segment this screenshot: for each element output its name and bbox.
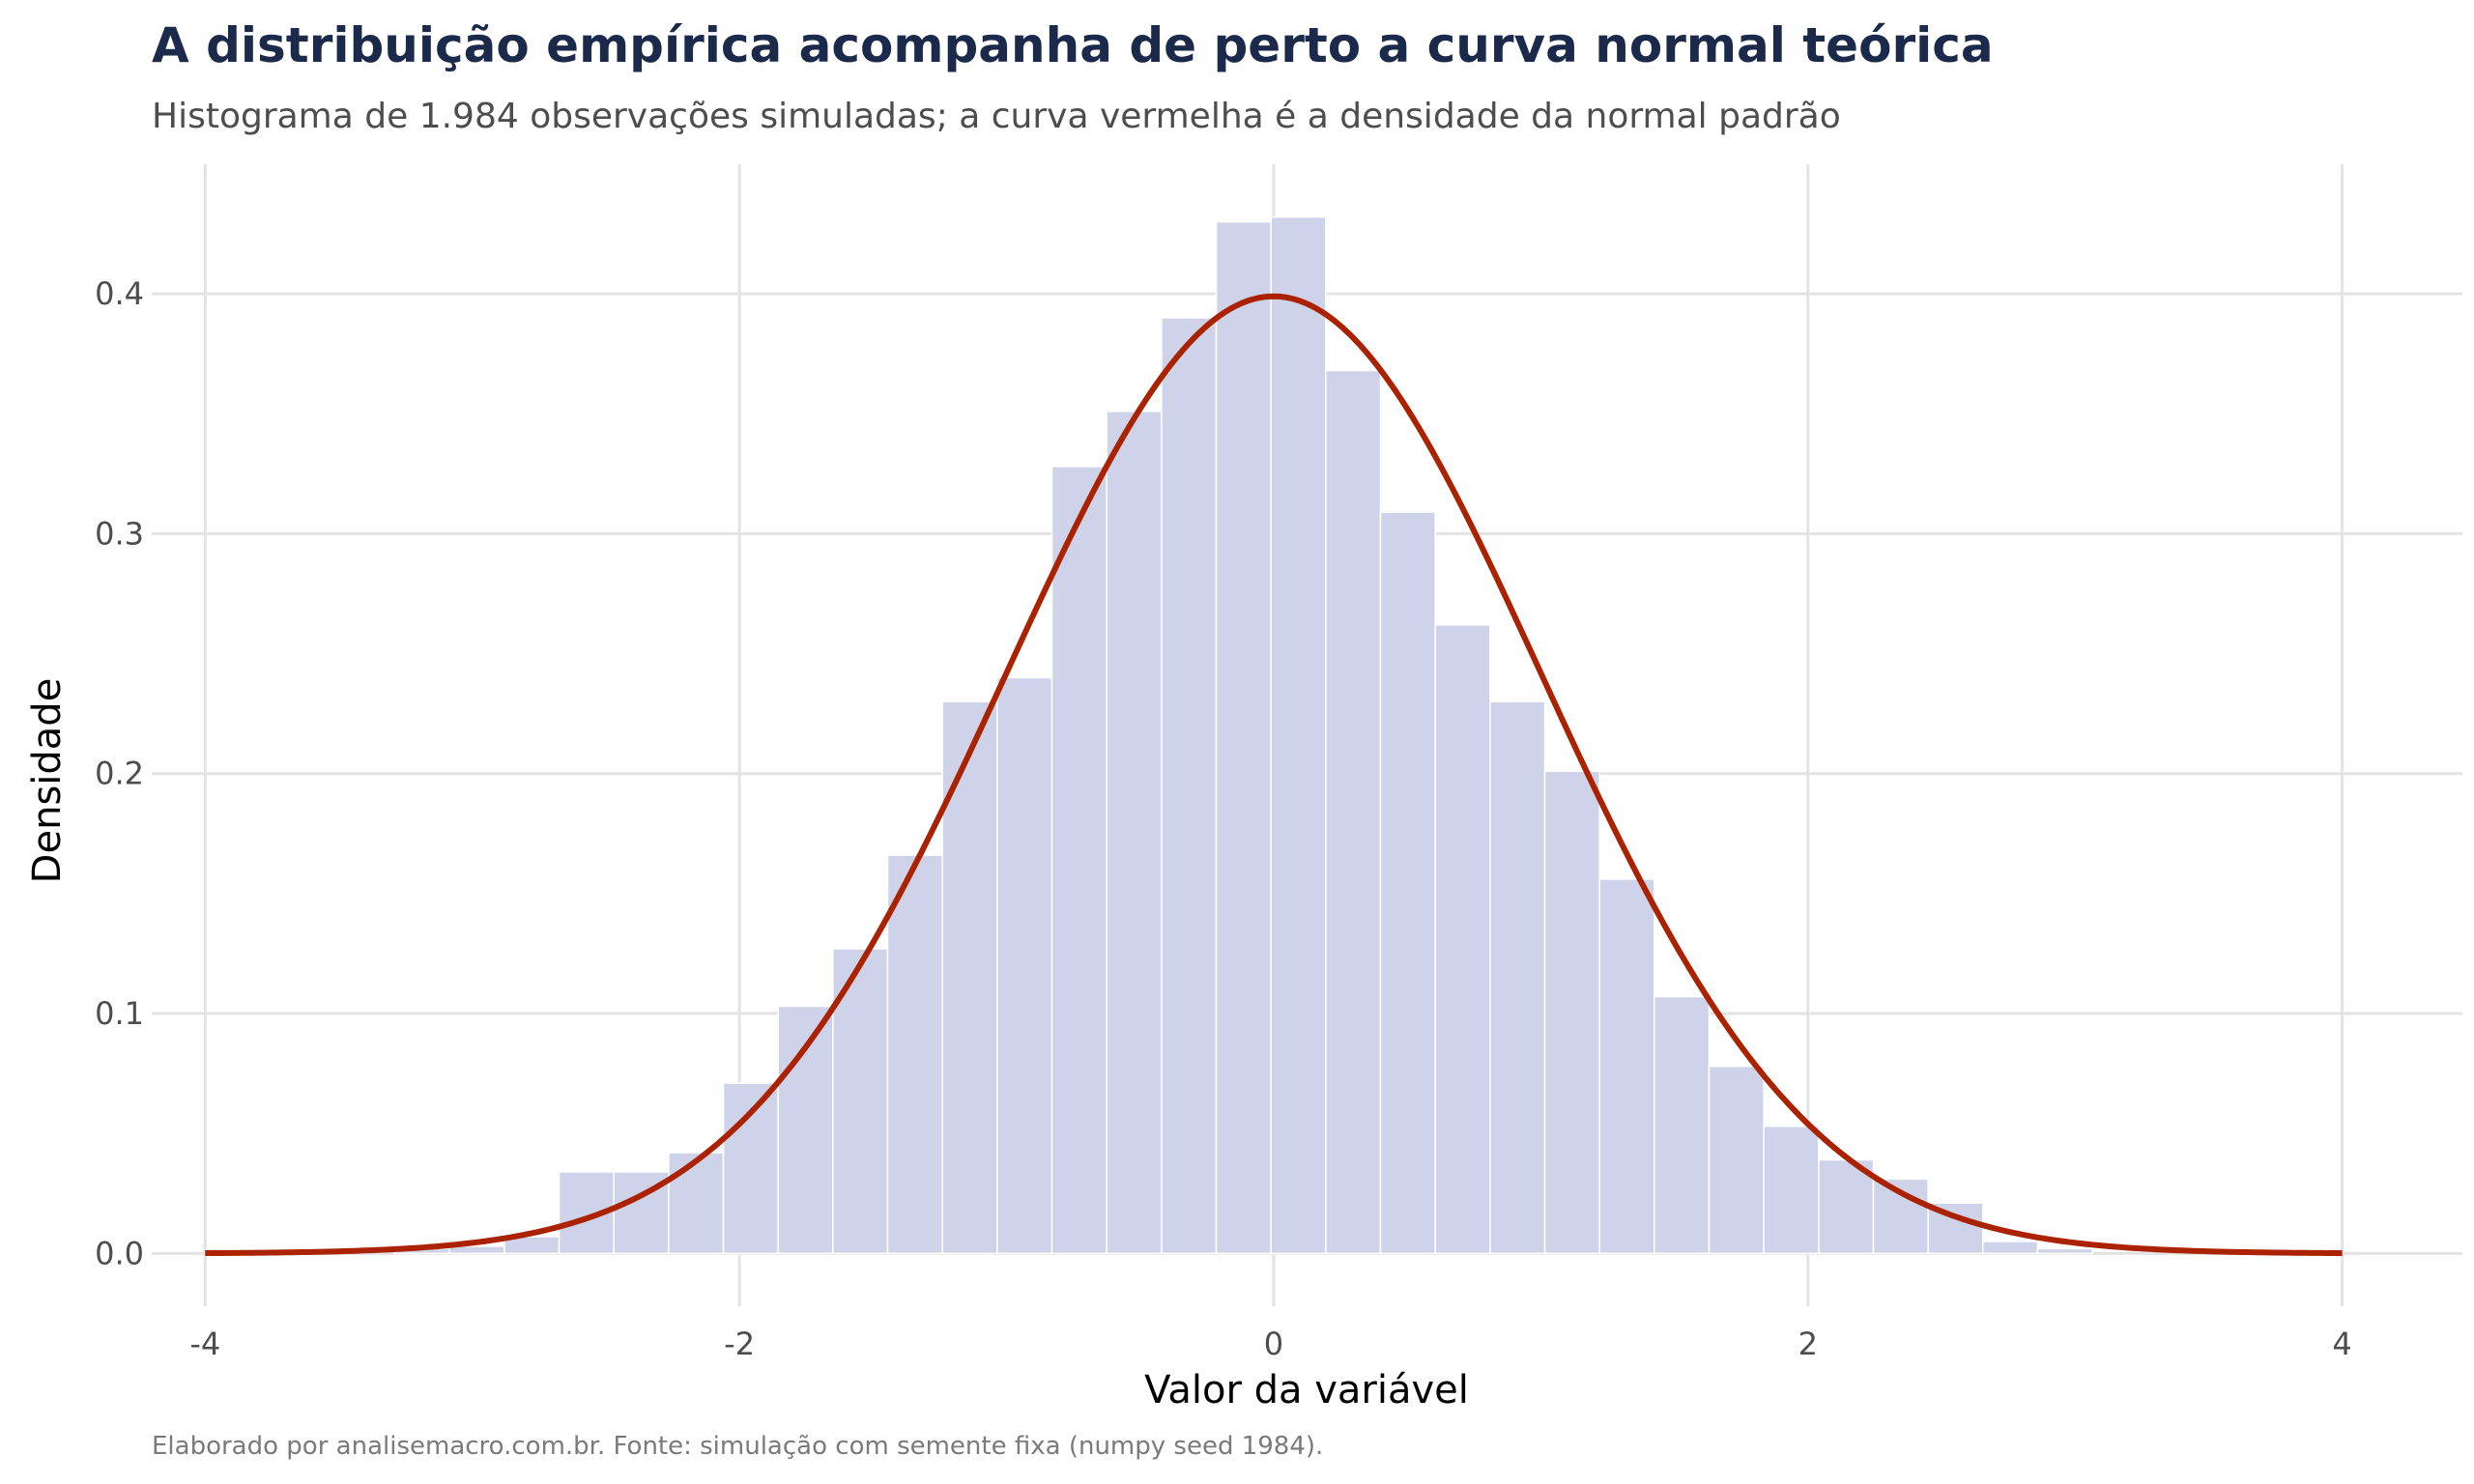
histogram-bar <box>1708 1065 1765 1255</box>
x-tick-label: 4 <box>2332 1326 2351 1362</box>
x-axis-label: Valor da variável <box>1144 1368 1469 1413</box>
histogram-bar <box>1982 1241 2039 1255</box>
x-tick-label: -4 <box>189 1326 220 1362</box>
histogram-bar <box>1434 624 1491 1255</box>
histogram-bar <box>996 676 1053 1255</box>
histogram-bar <box>2036 1247 2093 1255</box>
histogram-bar <box>1543 770 1600 1255</box>
chart-title: A distribuição empírica acompanha de per… <box>152 17 1994 73</box>
chart-subtitle: Histograma de 1.984 observações simulada… <box>152 97 1841 136</box>
y-tick-label: 0.2 <box>95 756 144 792</box>
normal-curve-layer <box>205 293 2343 1257</box>
chart-caption: Elaborado por analisemacro.com.br. Fonte… <box>152 1432 1324 1461</box>
histogram-bar <box>1106 411 1163 1255</box>
normal-density-curve <box>205 293 2343 1257</box>
histogram-bar <box>1379 511 1436 1255</box>
y-tick-label: 0.3 <box>95 515 144 552</box>
histogram-bar <box>941 700 998 1255</box>
histogram-bar <box>832 948 889 1255</box>
histogram-bars <box>393 215 2093 1255</box>
histogram-bar <box>668 1152 725 1255</box>
x-tick-label: -2 <box>724 1326 755 1362</box>
x-tick-label: 0 <box>1264 1326 1283 1362</box>
y-tick-label: 0.4 <box>95 275 144 312</box>
histogram-bar <box>1050 466 1108 1255</box>
x-tick-label: 2 <box>1798 1326 1818 1362</box>
histogram-bar <box>1215 220 1272 1255</box>
y-tick-label: 0.1 <box>95 995 144 1032</box>
histogram-bar <box>886 854 943 1255</box>
histogram-bar <box>1489 700 1546 1255</box>
histogram-bar <box>1161 317 1218 1255</box>
histogram-bar <box>1654 995 1711 1255</box>
y-axis-ticks: 0.0 0.1 0.2 0.3 0.4 <box>95 275 144 1271</box>
histogram-bar <box>1270 215 1327 1255</box>
y-tick-label: 0.0 <box>95 1235 144 1271</box>
x-axis-ticks: -4 -2 0 2 4 <box>189 1326 2351 1362</box>
y-axis-label: Densidade <box>25 678 70 884</box>
histogram-bar <box>1763 1126 1820 1255</box>
histogram-bar <box>1598 878 1655 1255</box>
histogram-bar <box>1325 369 1382 1255</box>
